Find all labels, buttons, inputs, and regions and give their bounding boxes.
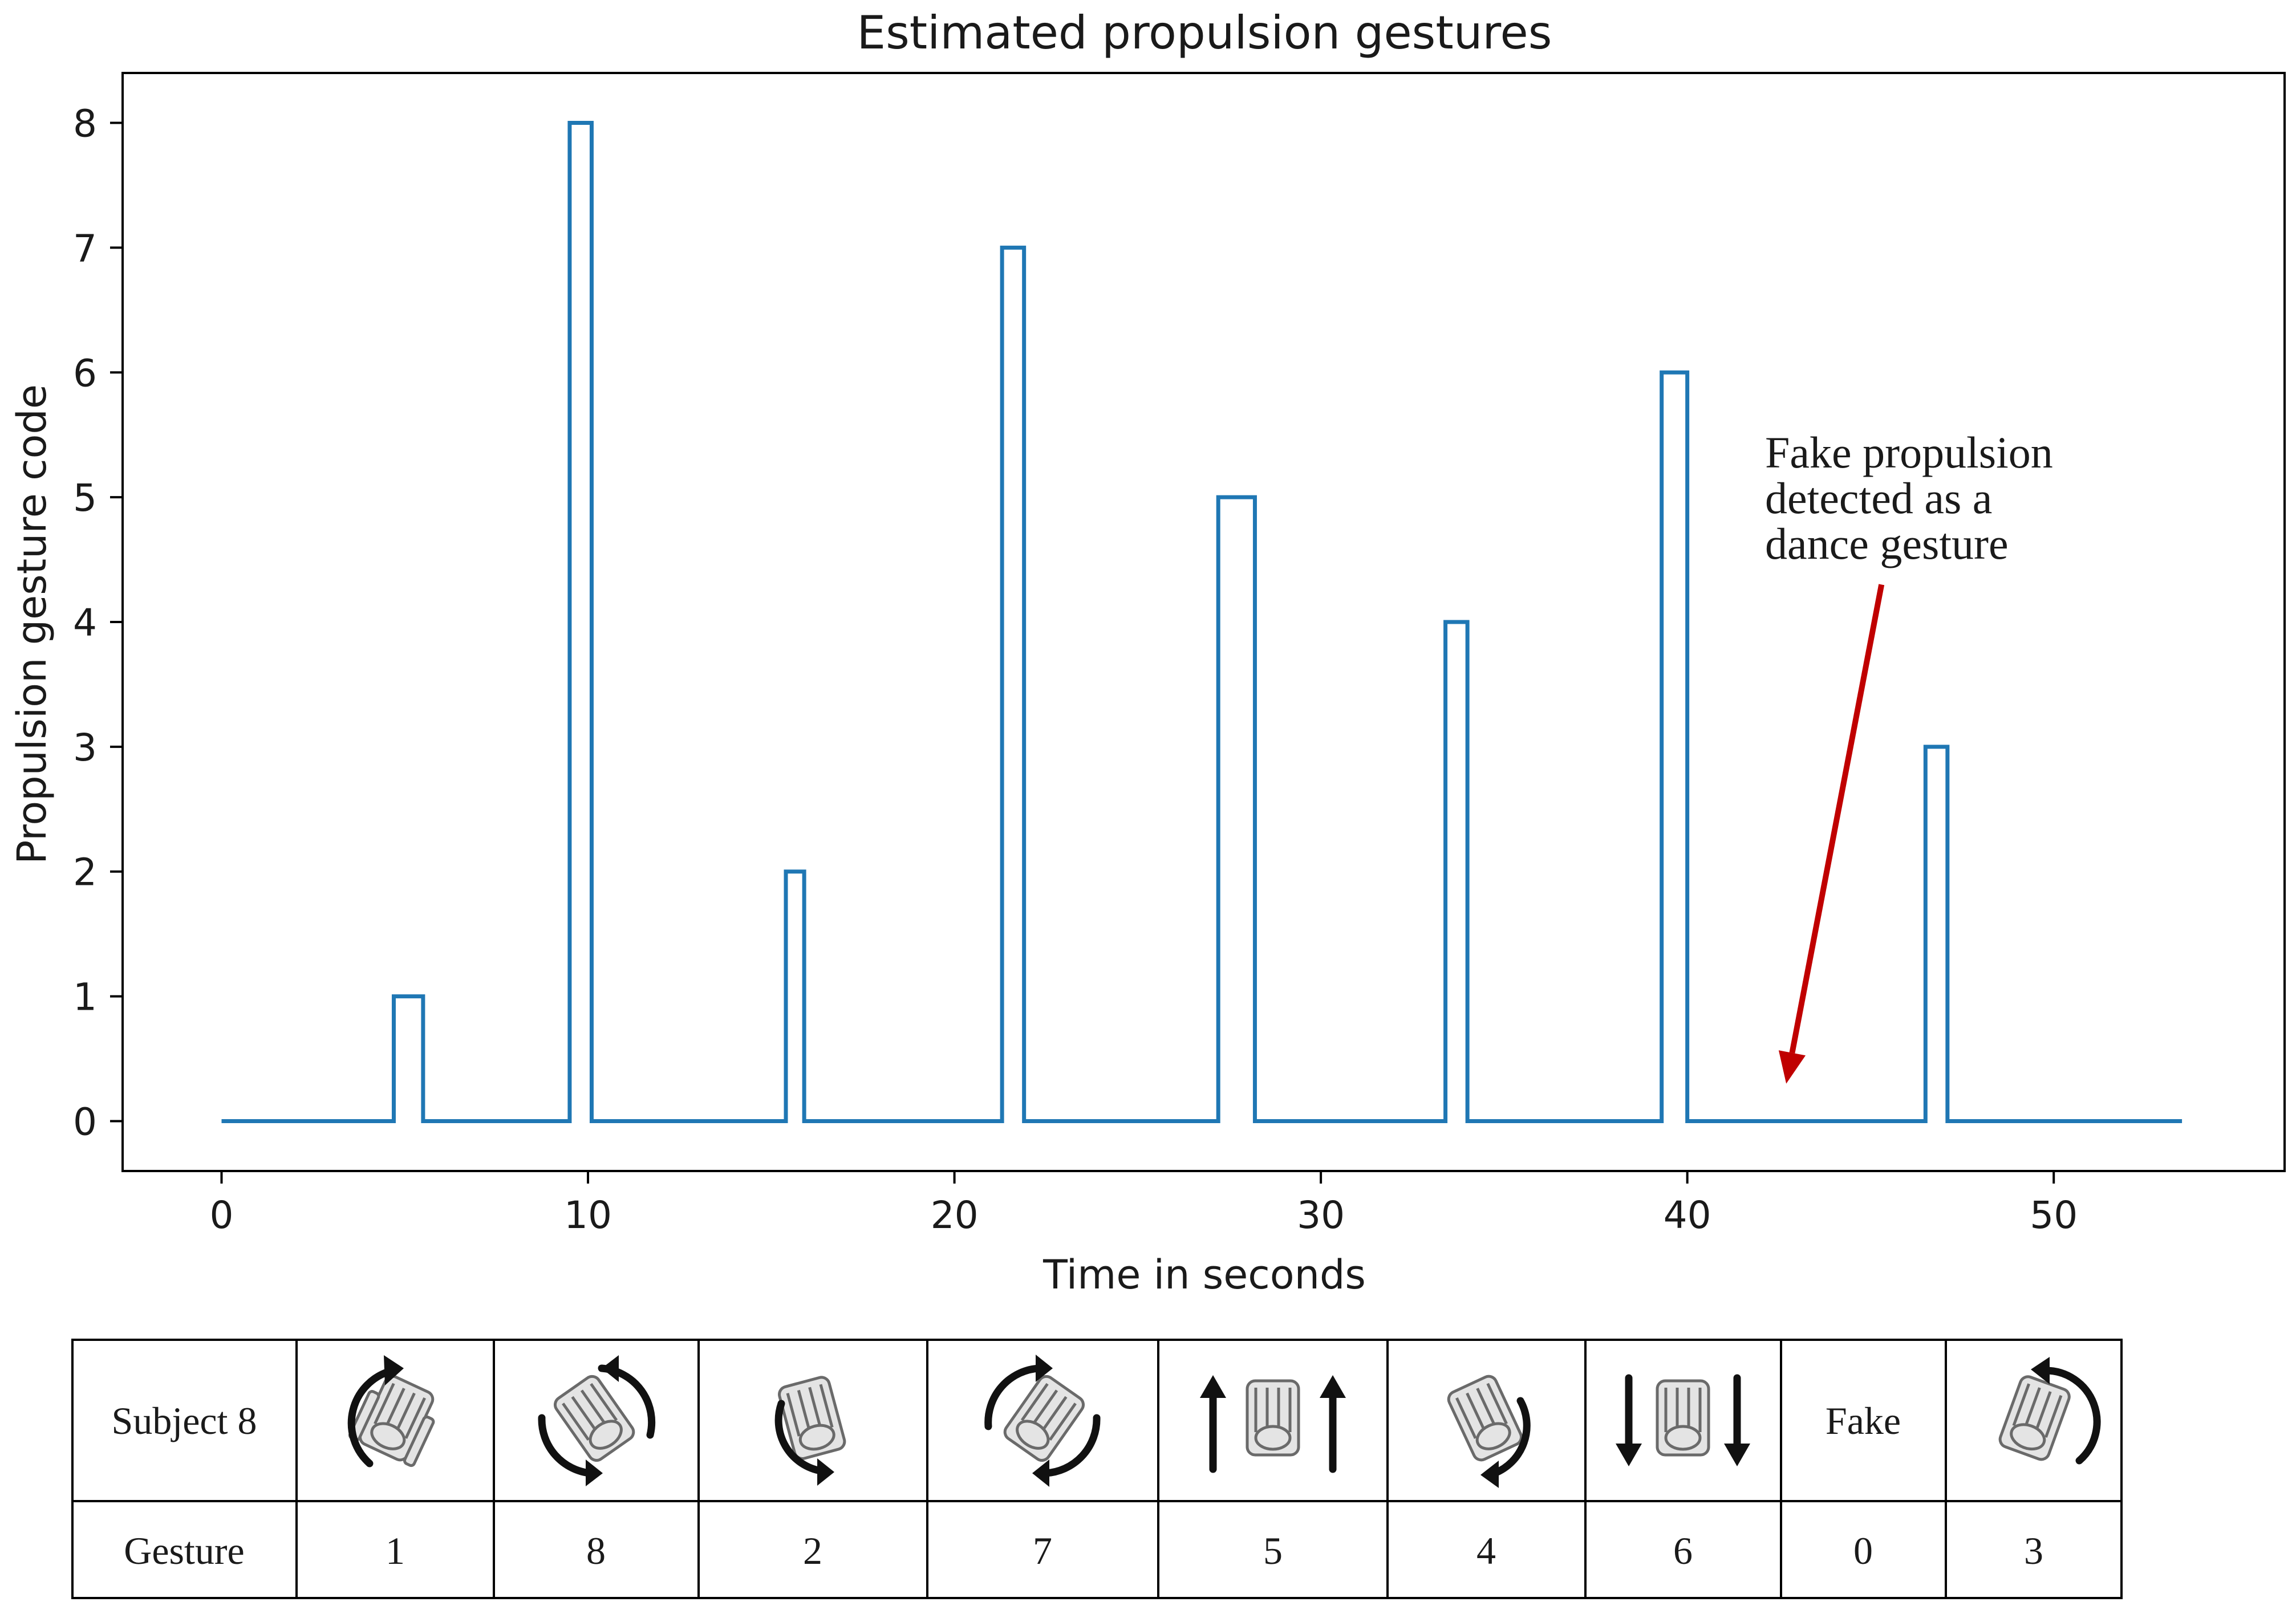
- gesture-code-cell: 1: [386, 1529, 405, 1572]
- y-tick-label: 3: [73, 726, 97, 770]
- backward-arrows-icon: [1616, 1374, 1750, 1466]
- gesture-code-cell: 8: [586, 1529, 606, 1572]
- gesture-code-cell: 7: [1033, 1529, 1052, 1572]
- gesture-code-cell: 4: [1476, 1529, 1496, 1572]
- y-tick-label: 0: [73, 1100, 97, 1144]
- rotate-left-icon: [774, 1376, 846, 1486]
- annotation-line-1: Fake propulsion: [1765, 428, 2053, 477]
- annotation-line-2: detected as a: [1765, 473, 1992, 523]
- x-tick-label: 0: [209, 1193, 233, 1237]
- gesture-code-cell: 5: [1263, 1529, 1283, 1572]
- series-step-points: [220, 121, 2184, 1123]
- y-tick-label: 5: [73, 476, 97, 520]
- gesture-code-cell: 3: [2024, 1529, 2043, 1572]
- y-tick-label: 1: [73, 975, 97, 1019]
- y-tick-label: 2: [73, 851, 97, 895]
- x-tick-label: 10: [564, 1193, 612, 1237]
- chart-title: Estimated propulsion gestures: [857, 6, 1552, 59]
- row-header-subject: Subject 8: [112, 1399, 257, 1442]
- spin-counterclockwise-icon: [984, 1355, 1101, 1487]
- annotation-arrow-head: [1778, 1050, 1806, 1084]
- y-axis: 0 1 2 3 4 5 6 7 8: [73, 102, 123, 1144]
- turn-right-icon: [1447, 1375, 1531, 1488]
- rotate-right-icon: [347, 1355, 435, 1467]
- plot-frame: [121, 72, 2286, 1172]
- series-line-propulsion-gesture: [221, 121, 2183, 1123]
- x-tick-label: 30: [1297, 1193, 1345, 1237]
- x-axis-label: Time in seconds: [1042, 1251, 1366, 1298]
- x-tick-label: 50: [2030, 1193, 2078, 1237]
- annotation-line-3: dance gesture: [1765, 519, 2009, 568]
- gesture-code-cell: 6: [1673, 1529, 1693, 1572]
- turn-left-icon: [1998, 1357, 2101, 1465]
- gesture-code-cell: 0: [1853, 1529, 1873, 1572]
- fake-gesture-label: Fake: [1826, 1399, 1901, 1442]
- x-tick-label: 20: [931, 1193, 979, 1237]
- forward-arrows-icon: [1200, 1375, 1346, 1473]
- spin-clockwise-icon: [538, 1355, 656, 1486]
- y-tick-label: 7: [73, 226, 97, 270]
- annotation: Fake propulsion detected as a dance gest…: [1765, 428, 2053, 1084]
- gesture-table: Subject 8 Gesture 1 8 2 7 5 4 6 0 3 Fake: [71, 1339, 2123, 1599]
- y-tick-label: 6: [73, 351, 97, 395]
- y-tick-label: 8: [73, 102, 97, 146]
- x-axis: 0 10 20 30 40 50: [209, 1171, 2078, 1237]
- y-tick-label: 4: [73, 601, 97, 645]
- row-header-gesture: Gesture: [124, 1529, 244, 1572]
- gesture-code-cell: 2: [803, 1529, 822, 1572]
- x-tick-label: 40: [1664, 1193, 1711, 1237]
- y-axis-label: Propulsion gesture code: [9, 384, 55, 864]
- annotation-arrow-line: [1789, 584, 1885, 1054]
